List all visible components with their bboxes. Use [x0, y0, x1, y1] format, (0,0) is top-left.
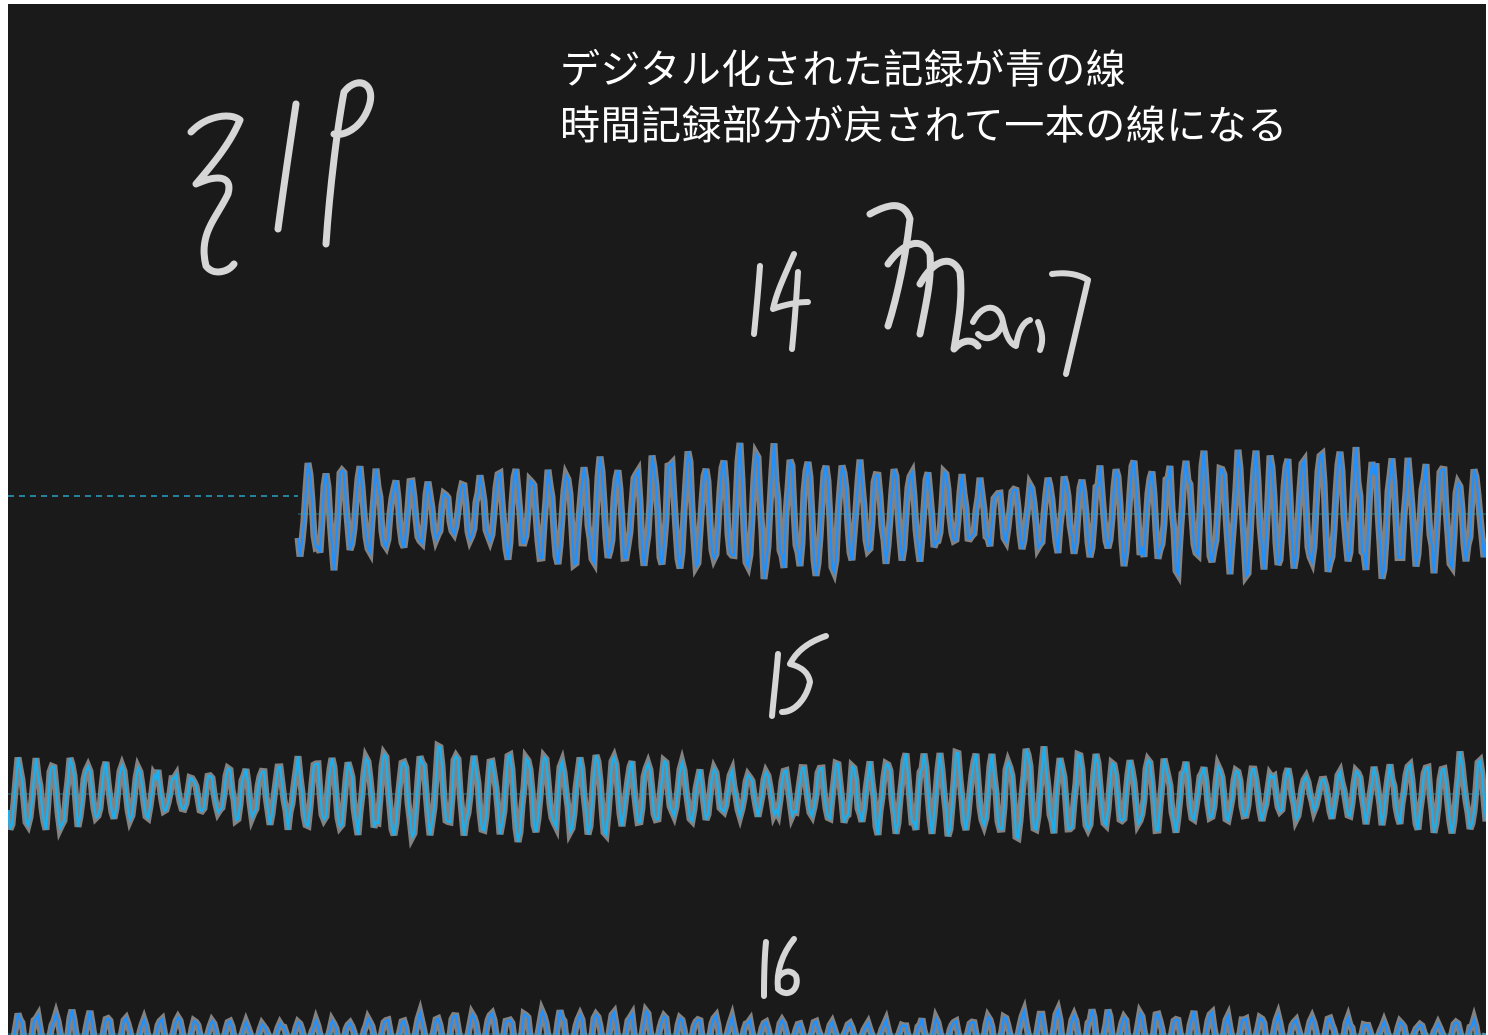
trace-2-digitized-line [8, 744, 1486, 843]
seismogram-image: デジタル化された記録が青の線 時間記録部分が戻されて一本の線になる [8, 4, 1486, 1035]
handwritten-station-label [187, 79, 375, 276]
caption-line-2: 時間記録部分が戻されて一本の線になる [560, 103, 1288, 149]
seismogram-svg [8, 79, 1486, 1035]
caption: デジタル化された記録が青の線 時間記録部分が戻されて一本の線になる [560, 42, 1288, 154]
handwritten-date [751, 202, 1091, 377]
handwritten-minute-16 [761, 936, 800, 999]
seismogram-traces [8, 442, 1486, 1035]
caption-line-1: デジタル化された記録が青の線 [560, 47, 1127, 93]
handwritten-minute-15 [769, 633, 829, 719]
trace-1-digitized-line [296, 442, 1486, 580]
